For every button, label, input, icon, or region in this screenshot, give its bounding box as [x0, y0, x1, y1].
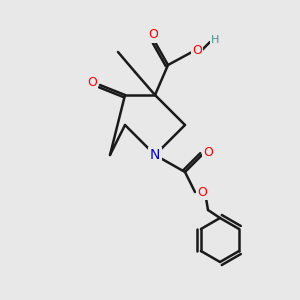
Text: O: O: [203, 146, 213, 160]
Text: O: O: [192, 44, 202, 56]
Text: O: O: [197, 185, 207, 199]
Text: N: N: [150, 148, 160, 162]
Text: O: O: [87, 76, 97, 89]
Text: H: H: [211, 35, 219, 45]
Text: O: O: [148, 28, 158, 41]
